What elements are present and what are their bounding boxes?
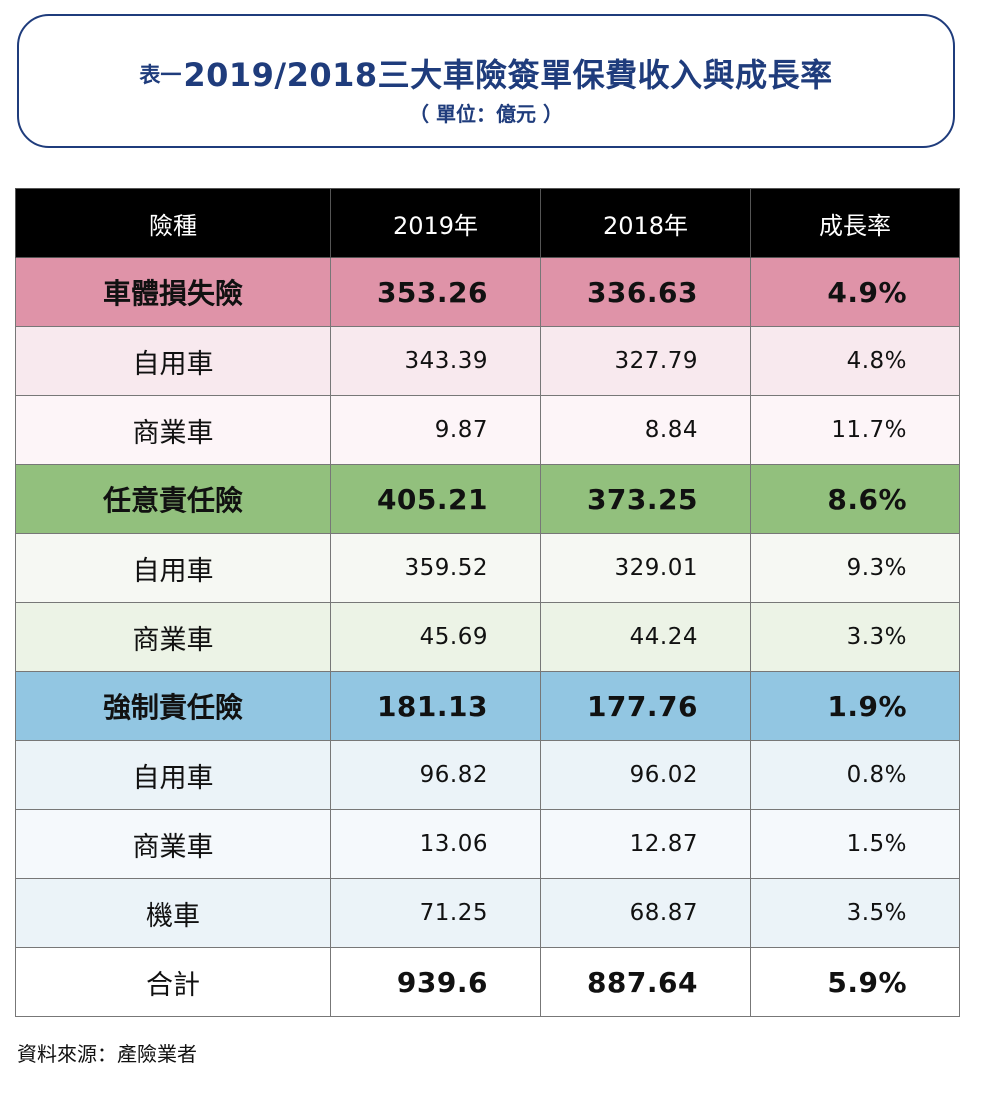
table-body: 車體損失險 353.26 336.63 4.9% 自用車 343.39 327.79 4.8%… xyxy=(15,257,960,1017)
premium-table-wrapper: 險種 2019年 2018年 成長率 車體損失險 353.26 336.63 4.9%… xyxy=(15,188,960,1017)
cell-2018-value: 177.76 xyxy=(540,671,751,741)
cell-growth-rate: 0.8% xyxy=(750,740,960,810)
cell-insurance-type: 自用車 xyxy=(15,326,331,396)
table-row: 商業車 13.06 12.87 1.5% xyxy=(15,809,960,879)
category-row: 車體損失險 353.26 336.63 4.9% xyxy=(15,257,960,327)
table-row: 自用車 359.52 329.01 9.3% xyxy=(15,533,960,603)
source-note: 資料來源：產險業者 xyxy=(17,1042,197,1066)
table-row: 機車 71.25 68.87 3.5% xyxy=(15,878,960,948)
table-row: 自用車 343.39 327.79 4.8% xyxy=(15,326,960,396)
cell-growth-rate: 8.6% xyxy=(750,464,960,534)
cell-growth-rate: 3.5% xyxy=(750,878,960,948)
table-title-main: 2019/2018三大車險簽單保費收入與成長率 xyxy=(183,56,833,94)
cell-2019-value: 939.6 xyxy=(330,947,541,1017)
cell-insurance-type: 自用車 xyxy=(15,740,331,810)
cell-2018-value: 8.84 xyxy=(540,395,751,465)
cell-growth-rate: 4.8% xyxy=(750,326,960,396)
table-header-row: 險種 2019年 2018年 成長率 xyxy=(15,188,960,258)
cell-2018-value: 68.87 xyxy=(540,878,751,948)
table-row: 商業車 45.69 44.24 3.3% xyxy=(15,602,960,672)
cell-growth-rate: 3.3% xyxy=(750,602,960,672)
cell-insurance-type: 任意責任險 xyxy=(15,464,331,534)
table-row: 自用車 96.82 96.02 0.8% xyxy=(15,740,960,810)
cell-2018-value: 887.64 xyxy=(540,947,751,1017)
cell-growth-rate: 1.9% xyxy=(750,671,960,741)
cell-2018-value: 329.01 xyxy=(540,533,751,603)
cell-insurance-type: 車體損失險 xyxy=(15,257,331,327)
cell-2019-value: 96.82 xyxy=(330,740,541,810)
cell-growth-rate: 11.7% xyxy=(750,395,960,465)
header-2019: 2019年 xyxy=(330,188,541,258)
cell-insurance-type: 合計 xyxy=(15,947,331,1017)
cell-insurance-type: 商業車 xyxy=(15,809,331,879)
cell-2019-value: 405.21 xyxy=(330,464,541,534)
cell-2019-value: 45.69 xyxy=(330,602,541,672)
table-title-prefix: 表一 xyxy=(139,63,182,87)
cell-2019-value: 71.25 xyxy=(330,878,541,948)
cell-2019-value: 181.13 xyxy=(330,671,541,741)
total-row: 合計 939.6 887.64 5.9% xyxy=(15,947,960,1017)
category-row: 任意責任險 405.21 373.25 8.6% xyxy=(15,464,960,534)
cell-2018-value: 336.63 xyxy=(540,257,751,327)
table-title: 表一2019/2018三大車險簽單保費收入與成長率 xyxy=(19,50,953,96)
header-insurance-type: 險種 xyxy=(15,188,331,258)
cell-2018-value: 373.25 xyxy=(540,464,751,534)
cell-2018-value: 327.79 xyxy=(540,326,751,396)
cell-2018-value: 44.24 xyxy=(540,602,751,672)
premium-table: 險種 2019年 2018年 成長率 車體損失險 353.26 336.63 4.9%… xyxy=(15,188,960,1017)
cell-insurance-type: 機車 xyxy=(15,878,331,948)
cell-growth-rate: 4.9% xyxy=(750,257,960,327)
unit-note: （ 單位：億元 ） xyxy=(409,102,563,126)
cell-insurance-type: 商業車 xyxy=(15,602,331,672)
table-row: 商業車 9.87 8.84 11.7% xyxy=(15,395,960,465)
title-box: 表一2019/2018三大車險簽單保費收入與成長率 （ 單位：億元 ） xyxy=(17,14,955,148)
category-row: 強制責任險 181.13 177.76 1.9% xyxy=(15,671,960,741)
cell-growth-rate: 1.5% xyxy=(750,809,960,879)
cell-insurance-type: 強制責任險 xyxy=(15,671,331,741)
header-2018: 2018年 xyxy=(540,188,751,258)
cell-insurance-type: 商業車 xyxy=(15,395,331,465)
cell-2019-value: 13.06 xyxy=(330,809,541,879)
cell-2018-value: 12.87 xyxy=(540,809,751,879)
header-growth-rate: 成長率 xyxy=(750,188,960,258)
cell-2019-value: 343.39 xyxy=(330,326,541,396)
cell-2018-value: 96.02 xyxy=(540,740,751,810)
cell-growth-rate: 5.9% xyxy=(750,947,960,1017)
cell-2019-value: 9.87 xyxy=(330,395,541,465)
cell-growth-rate: 9.3% xyxy=(750,533,960,603)
cell-2019-value: 359.52 xyxy=(330,533,541,603)
cell-2019-value: 353.26 xyxy=(330,257,541,327)
cell-insurance-type: 自用車 xyxy=(15,533,331,603)
